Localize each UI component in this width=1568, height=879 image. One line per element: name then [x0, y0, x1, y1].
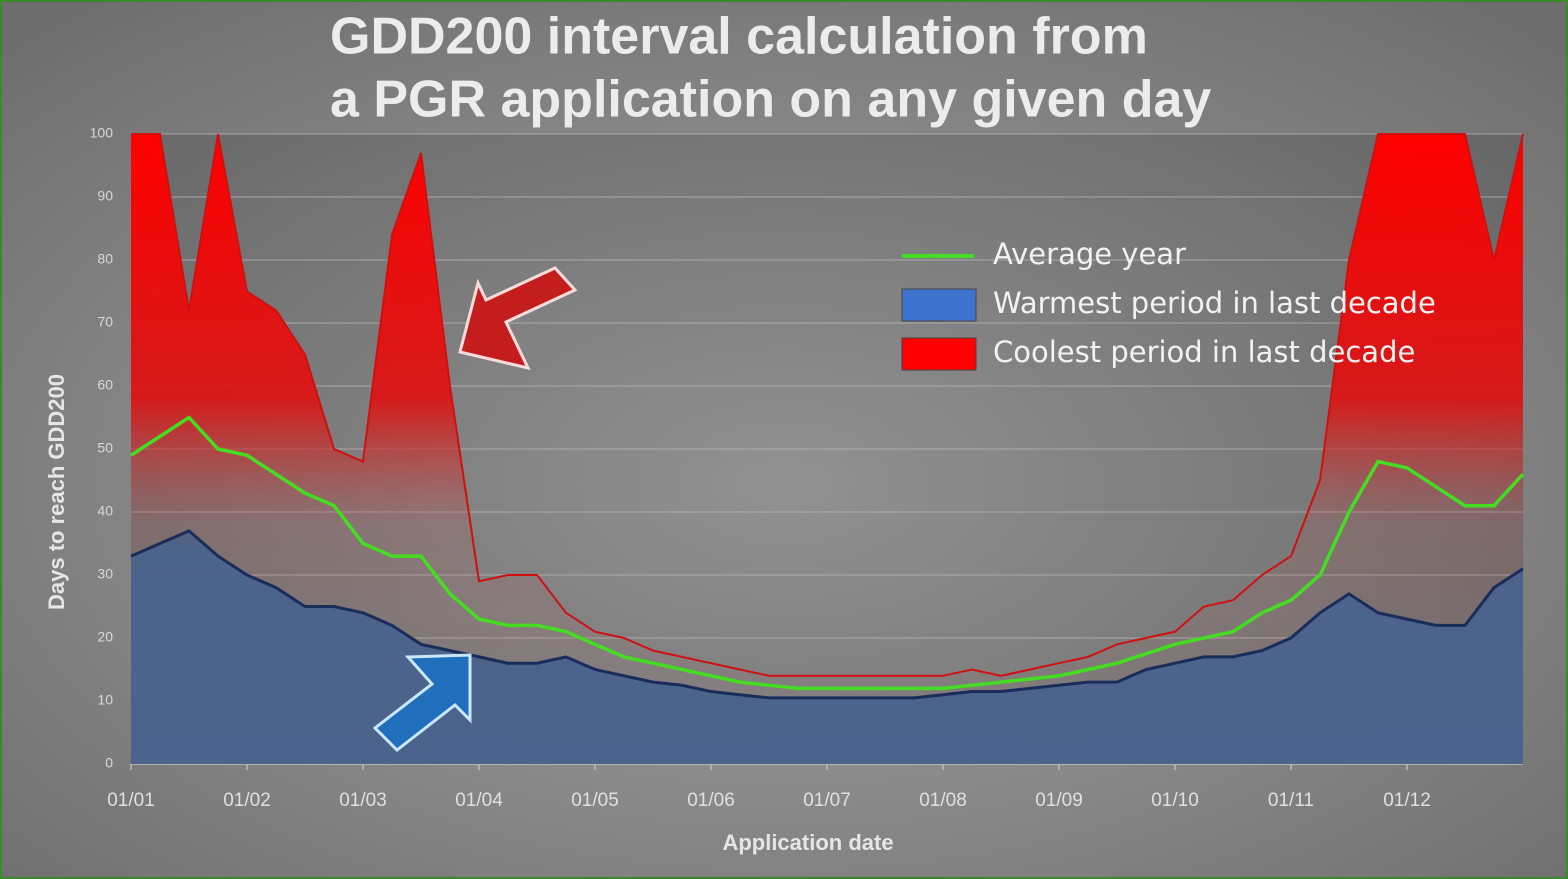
y-tick-label: 20: [97, 629, 113, 645]
y-tick-label: 70: [97, 314, 113, 330]
legend-label: Coolest period in last decade: [993, 335, 1415, 369]
y-tick-label: 60: [97, 377, 113, 393]
line: [130, 415, 1525, 691]
legend-label: Average year: [993, 237, 1186, 271]
area-outline: [131, 133, 1524, 677]
x-tick-label: 01/05: [571, 790, 619, 811]
area-outline: [130, 529, 1524, 700]
x-tick-label: 01/01: [107, 790, 155, 811]
x-axis-label: Application date: [722, 830, 893, 855]
chart-title: GDD200 interval calculation from: [330, 8, 1148, 66]
legend-label: Warmest period in last decade: [993, 286, 1436, 320]
y-tick-label: 10: [97, 692, 113, 708]
y-tick-label: 50: [97, 440, 113, 456]
x-tick-label: 01/09: [1035, 790, 1083, 811]
y-tick-label: 90: [97, 188, 113, 204]
area: [131, 134, 1523, 764]
x-tick-label: 01/11: [1268, 790, 1314, 811]
y-tick-label: 100: [90, 125, 114, 141]
chart-title: a PGR application on any given day: [330, 71, 1211, 129]
x-tick-label: 01/07: [803, 790, 851, 811]
x-tick-label: 01/12: [1383, 790, 1431, 811]
x-tick-label: 01/06: [687, 790, 735, 811]
x-tick-label: 01/04: [455, 790, 503, 811]
x-tick-label: 01/03: [339, 790, 387, 811]
y-tick-label: 30: [97, 566, 113, 582]
y-tick-label: 80: [97, 251, 113, 267]
y-tick-label: 0: [105, 755, 113, 771]
y-axis-label: Days to reach GDD200: [44, 374, 69, 610]
x-tick-label: 01/08: [919, 790, 967, 811]
x-tick-label: 01/02: [223, 790, 271, 811]
y-tick-label: 40: [97, 503, 113, 519]
blue-arrow: [372, 653, 472, 752]
legend-swatch: [901, 337, 977, 371]
area-below: [131, 530, 1523, 764]
red-arrow: [458, 266, 578, 371]
legend-swatch: [901, 288, 977, 322]
x-tick-label: 01/10: [1151, 790, 1199, 811]
